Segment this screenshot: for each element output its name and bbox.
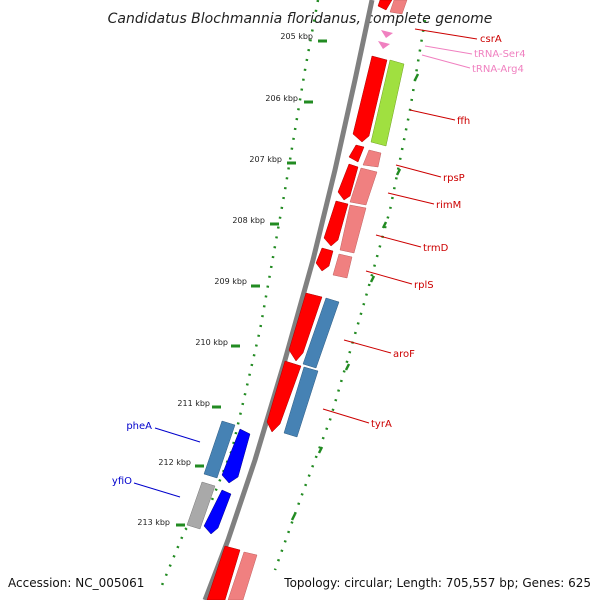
trna-ser4-feature (381, 30, 393, 38)
tick-label-207: 207 kbp (249, 155, 282, 164)
trna-arg4-feature (378, 41, 390, 49)
gene-trmD-red (323, 200, 349, 247)
gene-rplS-red (315, 247, 334, 272)
gene-tyrA-steel (283, 366, 319, 438)
gene-ffh-highlight (370, 59, 405, 147)
gene-pheA-blue (221, 428, 251, 484)
gene-rimM-red (337, 163, 359, 201)
gene-label-tRNA-Arg4: tRNA-Arg4 (472, 64, 524, 75)
gene-pheA-steel (203, 420, 236, 479)
genome-backbone (202, 0, 375, 600)
gene-rpsP-light (362, 149, 382, 168)
kbp-tick-marks (176, 39, 327, 527)
inner-track-ticks (290, 73, 420, 521)
tick-label-210: 210 kbp (195, 338, 228, 347)
tick-label-212: 212 kbp (158, 458, 191, 467)
tick-label-208: 208 kbp (232, 216, 265, 225)
gene-label-yfiO: yfiO (112, 476, 132, 487)
gene-csrA-light (389, 0, 408, 15)
gene-label-csrA: csrA (480, 34, 502, 45)
gene-rpsP-red (348, 144, 365, 163)
accession-text: Accession: NC_005061 (8, 576, 144, 590)
gene-label-rplS: rplS (414, 280, 434, 291)
gene-tyrA-red (266, 360, 302, 433)
tick-label-213: 213 kbp (137, 518, 170, 527)
gene-yfiO-blue (203, 489, 232, 535)
gene-label-rimM: rimM (436, 200, 461, 211)
gene-label-aroF: aroF (393, 349, 415, 360)
gene-rplS-light (332, 253, 353, 279)
gene-features (186, 0, 408, 600)
gene-ffh-red (352, 55, 388, 143)
left-leader-lines (133, 427, 201, 498)
gene-label-rpsP: rpsP (443, 173, 465, 184)
gene-trmD-light (339, 204, 367, 254)
gene-label-tyrA: tyrA (371, 419, 392, 430)
gene-bottom-red (206, 545, 241, 600)
outer-tick-track (158, 0, 320, 591)
gene-bottom-light (227, 551, 258, 600)
gene-aroF-red (288, 292, 323, 362)
tick-label-206: 206 kbp (265, 94, 298, 103)
tick-label-205: 205 kbp (280, 32, 313, 41)
map-title: Candidatus Blochmannia floridanus, compl… (108, 11, 493, 27)
gene-aroF-steel (302, 297, 340, 369)
gene-label-pheA: pheA (126, 421, 152, 432)
gene-label-tRNA-Ser4: tRNA-Ser4 (474, 49, 526, 60)
tick-label-211: 211 kbp (177, 399, 210, 408)
gene-label-ffh: ffh (457, 116, 470, 127)
gene-csrA-feature (377, 0, 393, 11)
gene-rimM-light (349, 167, 378, 206)
gene-label-trmD: trmD (423, 243, 449, 254)
tick-label-209: 209 kbp (214, 277, 247, 286)
right-leader-lines (322, 28, 478, 424)
gene-yfiO-gray (186, 481, 216, 530)
topology-text: Topology: circular; Length: 705,557 bp; … (283, 576, 591, 590)
